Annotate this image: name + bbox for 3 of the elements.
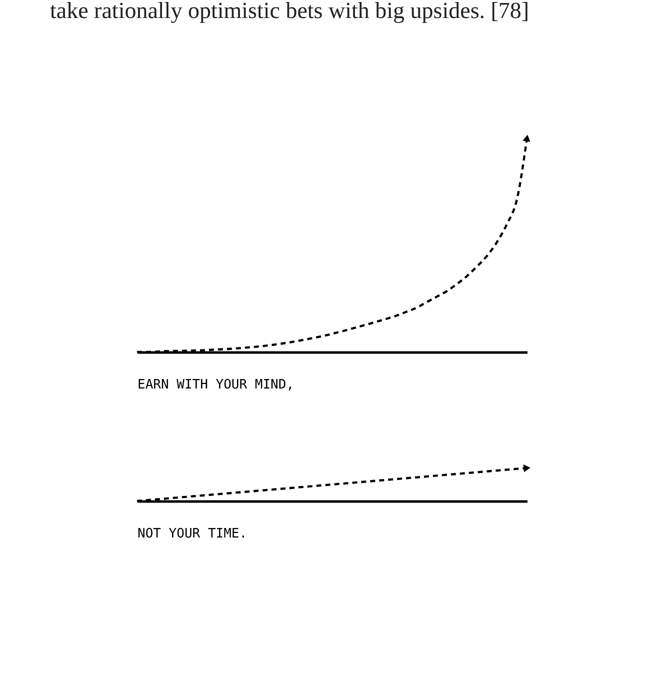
x-axis-title: NOT YOUR TIME. xyxy=(138,526,248,542)
x-axis-title: EARN WITH YOUR MIND, xyxy=(138,378,294,392)
text: take rationally optimistic bets with big upsides. [78] xyxy=(50,0,530,23)
